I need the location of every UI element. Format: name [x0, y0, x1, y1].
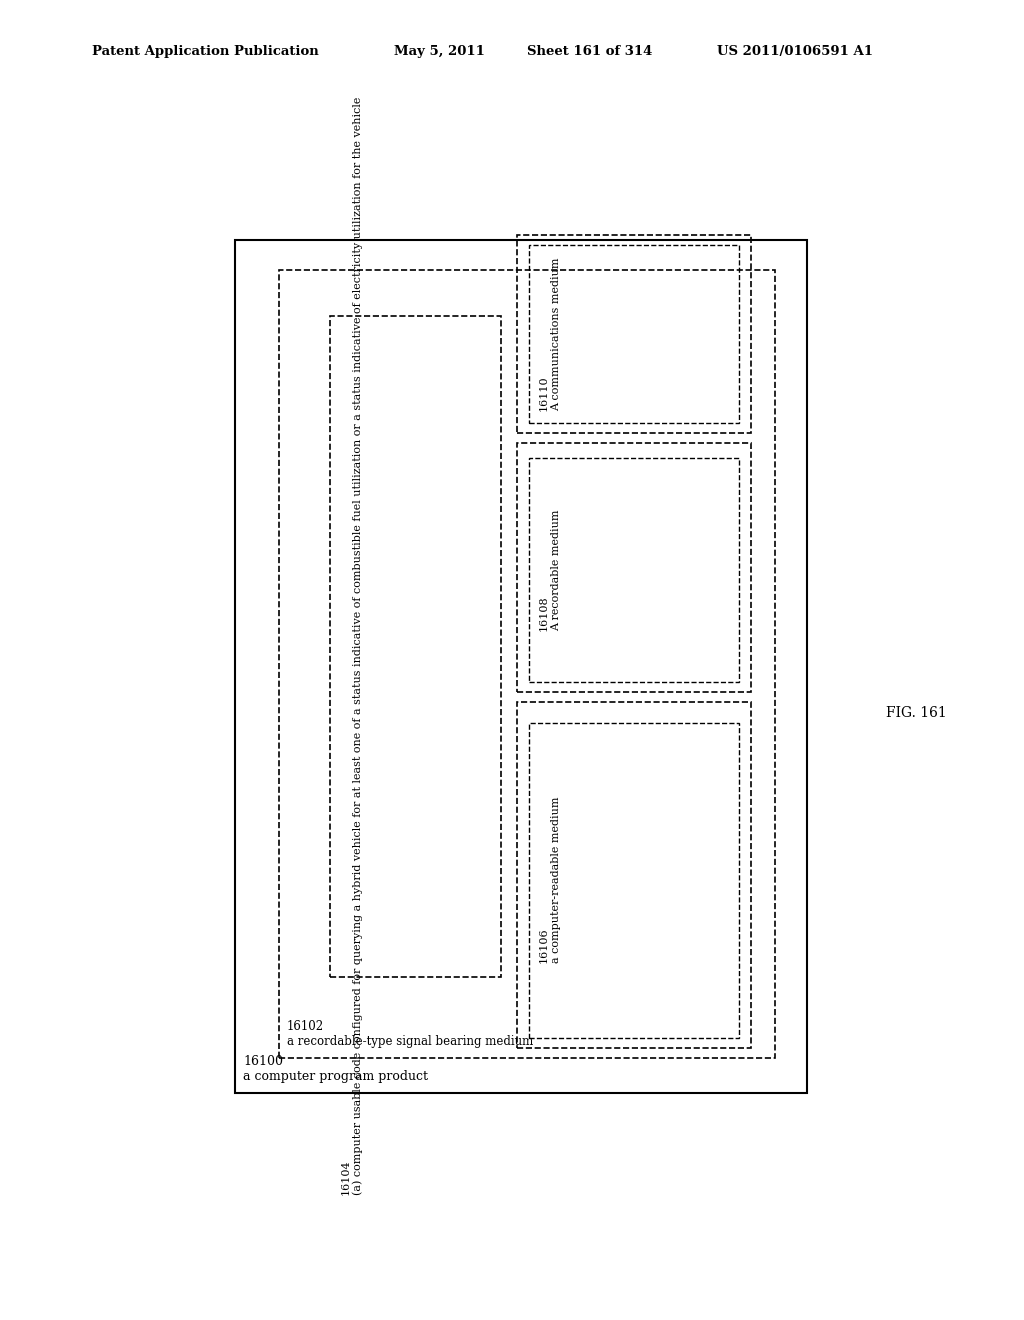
Text: 16100
a computer program product: 16100 a computer program product	[243, 1055, 428, 1084]
Bar	[528, 244, 739, 422]
Bar	[517, 235, 751, 433]
Bar	[279, 271, 775, 1057]
Bar	[528, 722, 739, 1038]
Text: 16110
A communications medium: 16110 A communications medium	[539, 257, 561, 411]
Text: FIG. 161: FIG. 161	[886, 706, 947, 719]
Text: 16104
(a) computer usable code configured for querying a hybrid vehicle for at l: 16104 (a) computer usable code configure…	[341, 98, 362, 1196]
Text: Patent Application Publication: Patent Application Publication	[92, 45, 318, 58]
Text: 16102
a recordable-type signal bearing medium: 16102 a recordable-type signal bearing m…	[287, 1020, 532, 1048]
Text: US 2011/0106591 A1: US 2011/0106591 A1	[717, 45, 872, 58]
Text: 16108
A recordable medium: 16108 A recordable medium	[539, 510, 561, 631]
Text: May 5, 2011: May 5, 2011	[394, 45, 485, 58]
Text: Sheet 161 of 314: Sheet 161 of 314	[527, 45, 652, 58]
Text: 16106
a computer-readable medium: 16106 a computer-readable medium	[539, 797, 561, 964]
Bar	[517, 702, 751, 1048]
Bar	[331, 315, 501, 977]
Bar	[528, 458, 739, 682]
Bar	[236, 240, 807, 1093]
Bar	[517, 444, 751, 692]
